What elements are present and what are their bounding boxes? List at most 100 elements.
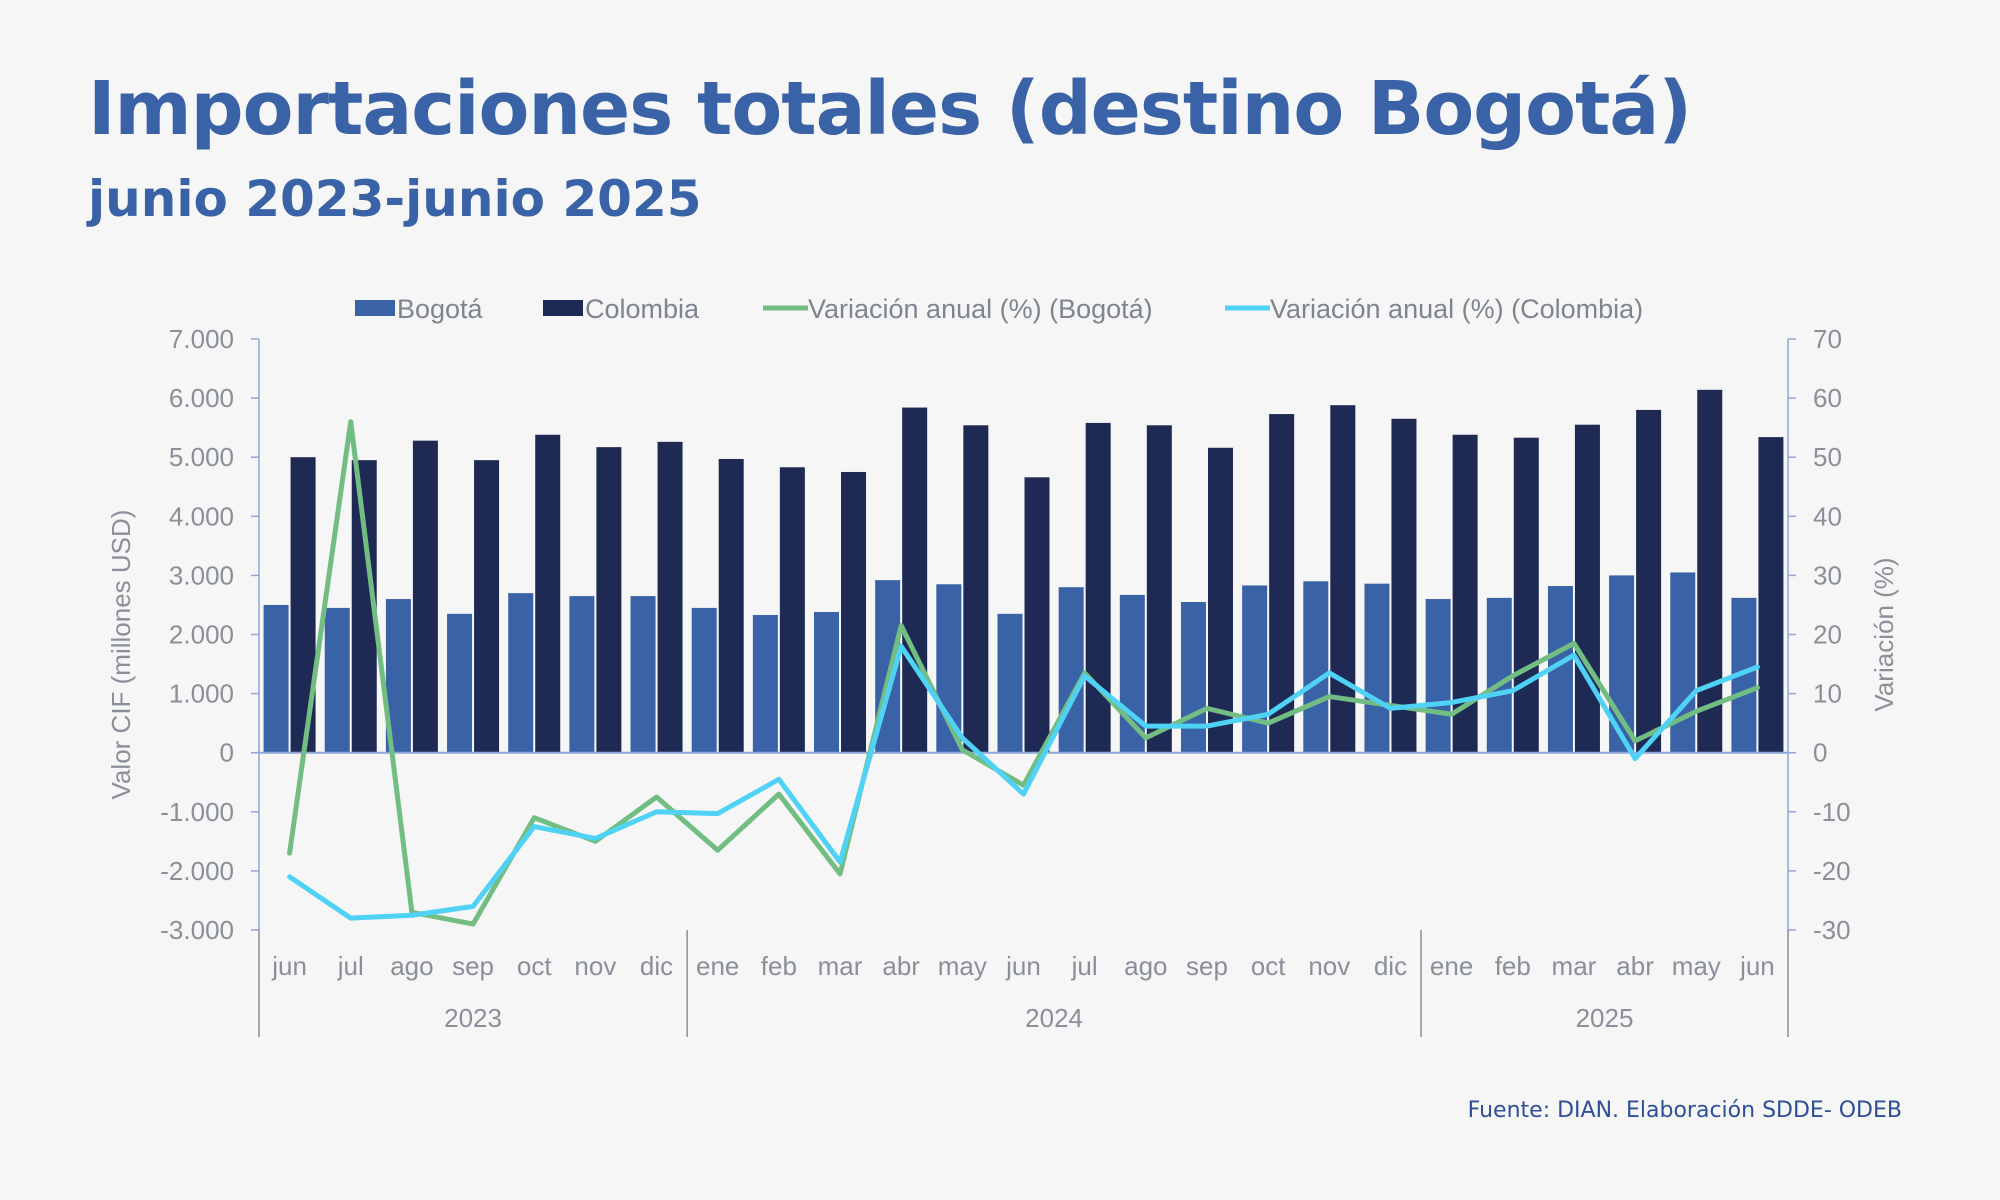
bar-colombia — [1146, 425, 1172, 753]
tick-labels: 7.000 6.000 5.000 4.000 3.000 2.000 1.000 0 -1.0… — [106, 324, 1899, 1033]
left-tick-label: 4.000 — [169, 501, 234, 531]
legend-bogota-swatch — [355, 300, 395, 316]
bar-colombia — [1391, 418, 1417, 753]
bar-bogota — [1303, 581, 1329, 753]
bar-layer — [263, 389, 1784, 753]
right-tick-label: 60 — [1813, 383, 1842, 413]
legend-colombia-label: Colombia — [585, 294, 700, 324]
x-tick-label: oct — [517, 951, 552, 981]
x-tick-label: may — [1672, 951, 1721, 981]
legend-var-colombia-label: Variación anual (%) (Colombia) — [1270, 294, 1643, 324]
bar-bogota — [752, 614, 778, 753]
bar-bogota — [1058, 587, 1084, 753]
bar-colombia — [841, 471, 867, 753]
x-tick-label: jun — [1005, 951, 1041, 981]
line-variacion-bogota — [287, 419, 1760, 927]
left-tick-label: -2.000 — [160, 856, 234, 886]
line-variacion-colombia — [287, 643, 1760, 921]
bar-colombia — [1269, 414, 1295, 753]
bar-bogota — [447, 613, 473, 753]
x-tick-label: ago — [1124, 951, 1167, 981]
bar-bogota — [1119, 594, 1145, 753]
bar-colombia — [1207, 447, 1233, 753]
bar-bogota — [691, 607, 717, 753]
bar-bogota — [569, 596, 595, 753]
bar-colombia — [535, 434, 561, 753]
bar-colombia — [779, 467, 805, 753]
x-tick-label: abr — [1616, 951, 1654, 981]
x-tick-label: sep — [452, 951, 494, 981]
bar-colombia — [1758, 437, 1784, 753]
right-tick-label: -20 — [1813, 856, 1851, 886]
left-tick-label: 7.000 — [169, 324, 234, 354]
x-tick-label: ene — [696, 951, 739, 981]
bar-colombia — [412, 440, 438, 753]
year-label: 2024 — [1025, 1003, 1083, 1033]
bar-colombia — [1574, 424, 1600, 753]
bar-bogota — [814, 612, 840, 753]
right-tick-label: 20 — [1813, 620, 1842, 650]
chart-subtitle: junio 2023-junio 2025 — [88, 170, 702, 228]
right-tick-label: 10 — [1813, 679, 1842, 709]
bar-bogota — [324, 607, 350, 753]
bar-bogota — [508, 593, 534, 753]
right-tick-label: 70 — [1813, 324, 1842, 354]
left-tick-label: -3.000 — [160, 915, 234, 945]
x-tick-label: jun — [1739, 951, 1775, 981]
bar-bogota — [1425, 599, 1451, 753]
x-tick-label: ene — [1430, 951, 1473, 981]
left-tick-label: 5.000 — [169, 442, 234, 472]
left-tick-label: 3.000 — [169, 560, 234, 590]
bar-colombia — [718, 458, 744, 753]
year-label: 2023 — [444, 1003, 502, 1033]
bar-bogota — [1180, 601, 1206, 753]
right-tick-label: 30 — [1813, 560, 1842, 590]
x-tick-label: may — [938, 951, 987, 981]
source-note: Fuente: DIAN. Elaboración SDDE- ODEB — [1467, 1098, 1902, 1123]
bar-bogota — [1364, 583, 1390, 753]
left-tick-label: -1.000 — [160, 797, 234, 827]
right-tick-label: 0 — [1813, 738, 1827, 768]
left-axis-title: Valor CIF (millones USD) — [106, 510, 136, 800]
bar-colombia — [657, 441, 683, 753]
x-tick-label: jul — [337, 951, 364, 981]
x-tick-label: jul — [1071, 951, 1098, 981]
bar-bogota — [1609, 575, 1635, 753]
legend-bogota-label: Bogotá — [397, 294, 484, 324]
right-tick-label: 40 — [1813, 501, 1842, 531]
left-tick-label: 6.000 — [169, 383, 234, 413]
x-tick-label: mar — [818, 951, 863, 981]
legend-colombia-swatch — [543, 300, 583, 316]
axes-layer — [251, 338, 1796, 1037]
right-axis-title: Variación (%) — [1869, 557, 1899, 711]
bar-bogota — [1486, 597, 1512, 753]
chart-title: Importaciones totales (destino Bogotá) — [88, 66, 1692, 152]
x-tick-label: ago — [390, 951, 433, 981]
right-tick-label: 50 — [1813, 442, 1842, 472]
right-tick-label: -10 — [1813, 797, 1851, 827]
x-tick-label: mar — [1552, 951, 1597, 981]
x-tick-label: jun — [271, 951, 307, 981]
x-tick-label: abr — [882, 951, 920, 981]
bar-colombia — [902, 407, 928, 753]
bar-bogota — [997, 613, 1023, 753]
bar-colombia — [1513, 437, 1539, 753]
bar-bogota — [263, 604, 289, 753]
legend-var-bogota-label: Variación anual (%) (Bogotá) — [808, 294, 1153, 324]
bar-colombia — [596, 447, 622, 753]
bar-colombia — [963, 425, 989, 753]
x-tick-label: oct — [1251, 951, 1286, 981]
right-tick-label: -30 — [1813, 915, 1851, 945]
chart-legend: Bogotá Colombia Variación anual (%) (Bogot… — [355, 294, 1643, 324]
bar-colombia — [1697, 389, 1723, 753]
x-tick-label: nov — [574, 951, 616, 981]
left-tick-label: 1.000 — [169, 679, 234, 709]
bar-colombia — [1024, 477, 1050, 753]
x-tick-label: dic — [640, 951, 673, 981]
year-label: 2025 — [1576, 1003, 1634, 1033]
x-tick-label: feb — [1495, 951, 1531, 981]
bar-bogota — [1242, 585, 1268, 753]
left-tick-label: 2.000 — [169, 620, 234, 650]
x-tick-label: dic — [1374, 951, 1407, 981]
